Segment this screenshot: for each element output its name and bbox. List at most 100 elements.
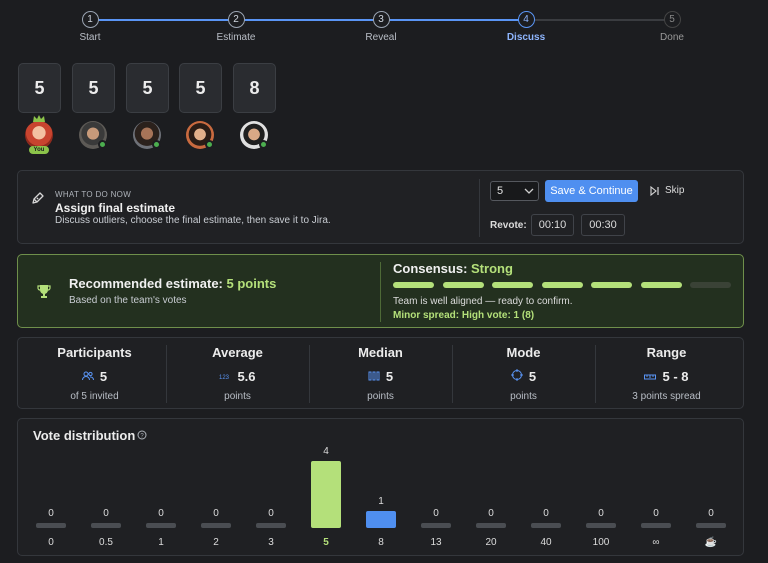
step-start[interactable]: 1 Start [45,11,135,43]
bar-count-label: 0 [268,508,274,519]
step-number: 4 [517,11,535,28]
step-reveal[interactable]: 3 Reveal [336,11,426,43]
stat-value-row: 123 5.6 [166,369,309,384]
action-title: Assign final estimate [55,201,176,215]
avatar[interactable] [25,121,53,149]
stat-sub: points [367,391,394,402]
distribution-bar [311,461,341,528]
stats-panel [17,337,744,409]
stat-sub: points [224,391,251,402]
category-label: 0 [48,537,54,548]
svg-text:123: 123 [219,375,230,381]
category-label: ☕ [704,537,718,548]
category-label: ∞ [652,537,660,548]
online-status-icon [152,140,161,149]
revote-30s-button[interactable]: 00:30 [581,214,625,236]
distribution-title: Vote distribution [33,428,136,443]
stat-value-row: 5 [452,369,595,384]
stat-participants: Participants 5 of 5 invited [23,337,166,402]
distribution-bar [696,523,726,528]
bar-count-label: 0 [158,508,164,519]
distribution-bar [531,523,561,528]
divider [595,345,596,403]
vote-card: 8 [233,63,276,113]
revote-label: Revote: [490,220,527,231]
consensus-segment [591,282,632,288]
category-label: 1 [158,537,164,548]
distribution-bar [146,523,176,528]
consensus-segment [442,282,484,288]
consensus-prefix: Consensus: [393,261,472,276]
recommended-estimate-prefix: Recommended estimate: [69,276,227,291]
stat-value: 5 [528,369,537,384]
stat-value: 5 - 8 [662,369,689,384]
stat-average: Average 123 5.6 points [166,337,309,402]
distribution-bar [641,523,671,528]
distribution-bar [366,511,396,528]
consensus-heading: Consensus: Strong [393,261,513,276]
stat-title: Mode [506,345,541,360]
consensus-segment [393,282,434,288]
save-continue-button[interactable]: Save & Continue [545,180,638,202]
step-number: 3 [372,11,390,28]
stat-mode: Mode 5 points [452,337,595,402]
distribution-bar [91,523,121,528]
you-badge: You [29,146,49,154]
stat-value: 5.6 [237,369,256,384]
bar-count-label: 0 [598,508,604,519]
action-panel: WHAT TO DO NOW Assign final estimate Dis… [17,170,744,244]
median-icon [368,371,380,381]
bar-count-label: 0 [213,508,219,519]
stat-value-row: 5 [309,369,452,384]
recommendation-subtitle: Based on the team's votes [69,295,187,306]
action-description: Discuss outliers, choose the final estim… [55,215,331,226]
vote-card: 5 [179,63,222,113]
crown-icon [33,115,45,122]
category-label: 100 [592,537,610,548]
stat-value-row: 5 [23,369,166,384]
distribution-bar [476,523,506,528]
chevron-down-icon [524,188,534,194]
bar-count-label: 0 [653,508,659,519]
stat-sub: 3 points spread [632,391,701,402]
skip-icon [650,186,659,196]
stat-title: Participants [57,345,132,360]
consensus-segment [690,282,731,288]
step-label: Done [660,32,684,43]
category-label: 0.5 [99,537,113,548]
distribution-bar [256,523,286,528]
category-label: 20 [485,537,497,548]
step-estimate[interactable]: 2 Estimate [191,11,281,43]
divider [309,345,310,403]
step-label: Estimate [216,32,256,43]
consensus-segment [492,282,533,288]
mode-icon [510,369,523,381]
divider [452,345,453,403]
stat-median: Median 5 points [309,337,452,402]
divider [479,179,480,237]
recommendation-panel: Recommended estimate: 5 points Based on … [17,254,744,328]
bar-count-label: 0 [48,508,54,519]
trophy-icon [37,285,51,298]
step-discuss[interactable]: 4 Discuss [481,11,571,43]
divider [166,345,167,403]
vote-distribution-panel: Vote distribution ? [17,418,744,556]
stat-sub: of 5 invited [70,391,119,402]
estimate-select-value: 5 [497,185,504,197]
bar-count-label: 1 [378,496,384,508]
participants-icon [81,371,94,381]
divider [380,262,381,322]
consensus-segment [541,282,583,288]
estimate-select[interactable]: 5 [490,181,539,201]
revote-10s-button[interactable]: 00:10 [531,214,574,236]
vote-card: 5 [18,63,61,113]
category-label: 13 [430,537,442,548]
stat-sub: points [510,391,537,402]
recommended-estimate-value: 5 points [226,276,277,291]
stepper-progress-line [90,19,526,21]
step-done[interactable]: 5 Done [627,11,717,43]
bar-count-label: 0 [708,508,714,519]
online-status-icon [98,140,107,149]
recommended-estimate: Recommended estimate: 5 points [69,276,276,291]
help-icon[interactable]: ? [137,430,147,440]
